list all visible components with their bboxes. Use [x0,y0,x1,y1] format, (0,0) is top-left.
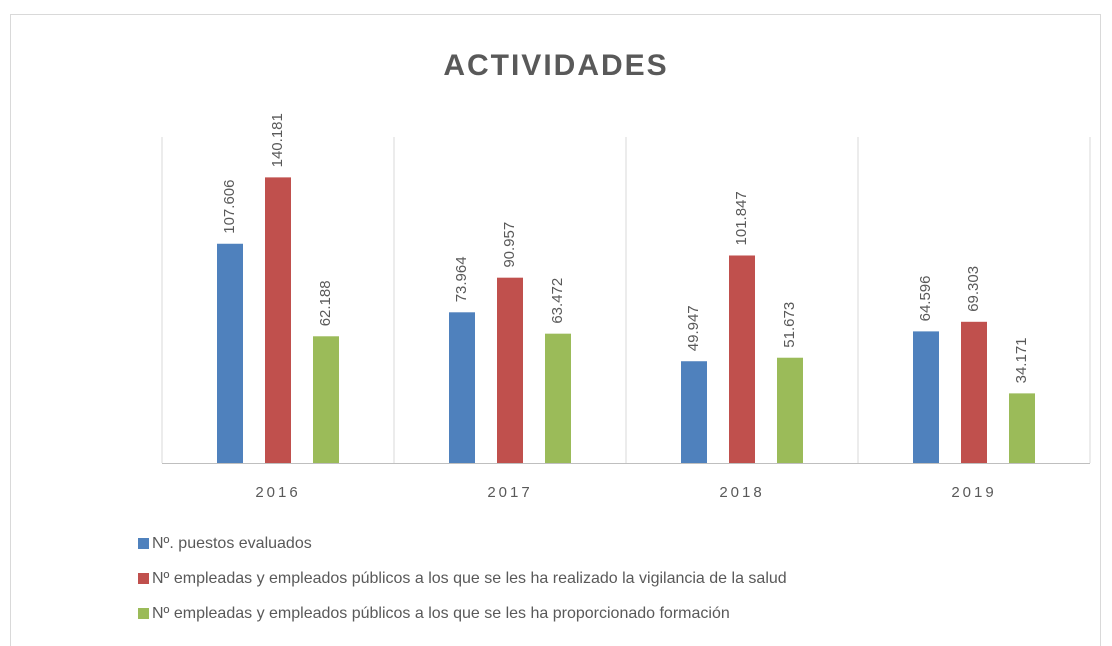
bar [449,312,475,463]
data-label: 69.303 [965,266,982,312]
data-label: 49.947 [685,305,702,351]
data-label: 90.957 [501,222,518,268]
chart-title: ACTIVIDADES [443,49,668,82]
bar [217,243,243,463]
bar [913,331,939,463]
data-label: 64.596 [917,275,934,321]
legend-swatch [138,608,149,619]
data-label: 63.472 [549,278,566,324]
x-tick-label: 2017 [487,484,532,501]
legend-swatch [138,573,149,584]
bar [265,177,291,463]
x-tick-label: 2018 [719,484,764,501]
bar [313,336,339,463]
data-label: 62.188 [317,280,334,326]
bar [497,277,523,463]
data-label: 107.606 [221,180,238,234]
legend-label: Nº empleadas y empleados públicos a los … [152,570,787,587]
bar [1009,393,1035,463]
bar [961,321,987,463]
data-label: 51.673 [781,302,798,348]
bar [681,361,707,463]
bar [777,357,803,463]
bar [545,333,571,463]
data-label: 101.847 [733,191,750,245]
x-tick-label: 2016 [255,484,300,501]
chart-frame [10,14,1101,646]
legend-label: Nº empleadas y empleados públicos a los … [152,605,730,622]
data-label: 73.964 [453,256,470,302]
data-label: 34.171 [1013,337,1030,383]
bar [729,255,755,463]
data-label: 140.181 [269,113,286,167]
x-tick-label: 2019 [951,484,996,501]
legend-label: Nº. puestos evaluados [152,535,312,552]
legend-swatch [138,538,149,549]
